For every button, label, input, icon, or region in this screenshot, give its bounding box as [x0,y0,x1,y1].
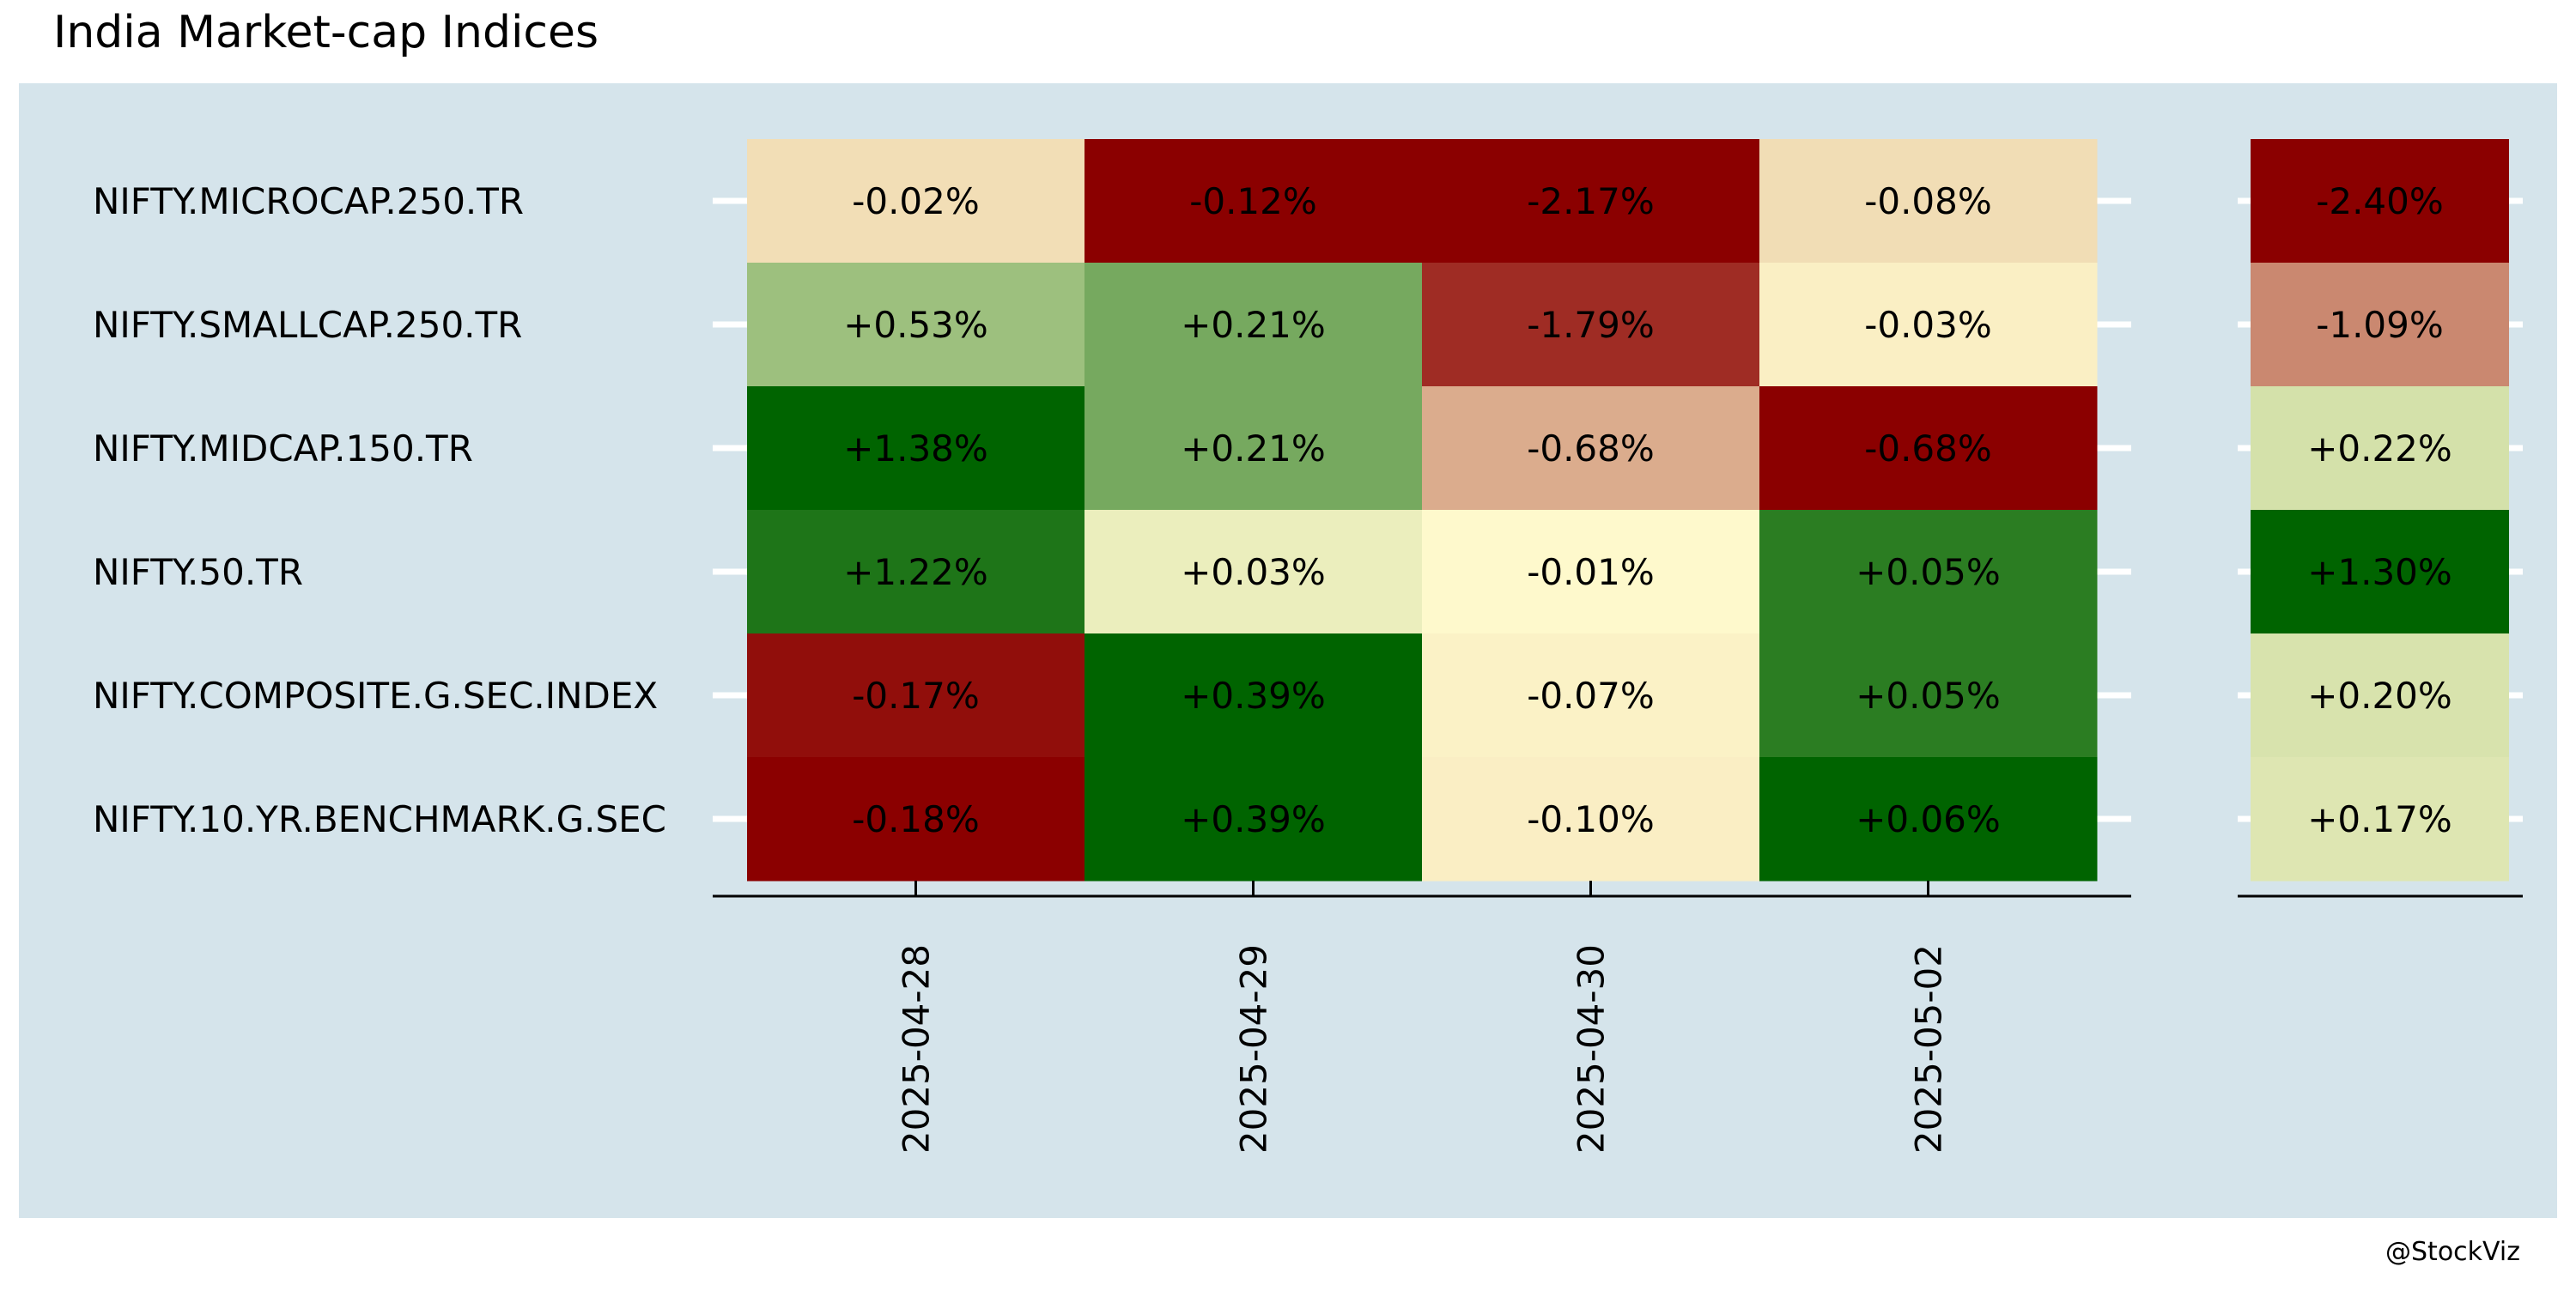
heatmap-cell [747,139,1085,264]
x-tick-label: 2025-04-28 [896,944,938,1154]
heatmap-cell [1422,263,1760,387]
heatmap-cell [1084,757,1423,882]
heatmap-cell [1084,386,1423,511]
cell-value-label: +0.21% [1181,427,1326,470]
heatmap-cell [1422,386,1760,511]
cell-value-label: -0.12% [1189,180,1317,222]
total-cell [2251,633,2509,758]
heatmap-cell [747,757,1085,882]
heatmap-cell [1084,139,1423,264]
total-cell [2251,386,2509,511]
cell-value-label: -0.68% [1527,427,1655,470]
cell-value-label: +0.05% [1856,551,2001,593]
heatmap-cell [1759,510,2098,634]
heatmap-cell [1084,263,1423,387]
cell-value-label: +0.53% [843,304,988,346]
cell-value-label: +1.22% [843,551,988,593]
cell-value-label: +0.06% [1856,798,2001,840]
row-label: NIFTY.COMPOSITE.G.SEC.INDEX [93,675,658,717]
cell-value-label: -0.01% [1527,551,1655,593]
cell-value-label: +1.38% [843,427,988,470]
heatmap-cell [747,386,1085,511]
row-label: NIFTY.MIDCAP.150.TR [93,427,473,470]
chart-credit: @StockViz [2385,1237,2520,1267]
total-cell [2251,757,2509,882]
x-tick-label: 2025-04-30 [1571,944,1613,1154]
cell-value-label: -0.18% [852,798,980,840]
total-value-label: +0.22% [2307,427,2452,470]
heatmap-cell [1422,633,1760,758]
row-label: NIFTY.50.TR [93,551,303,593]
total-value-label: +0.20% [2307,675,2452,717]
cell-value-label: +0.21% [1181,304,1326,346]
heatmap-cell [1759,263,2098,387]
heatmap-cell [1759,386,2098,511]
heatmap-cell [1759,633,2098,758]
total-value-label: -1.09% [2316,304,2444,346]
heatmap-cell [1759,139,2098,264]
heatmap-cell [1422,139,1760,264]
row-label: NIFTY.10.YR.BENCHMARK.G.SEC [93,798,666,840]
heatmap-cell [1084,510,1423,634]
cell-value-label: -0.17% [852,675,980,717]
cell-value-label: -0.10% [1527,798,1655,840]
heatmap-cell [1422,757,1760,882]
cell-value-label: +0.39% [1181,675,1326,717]
heatmap-cell [747,633,1085,758]
cell-value-label: -1.79% [1527,304,1655,346]
x-tick-label: 2025-05-02 [1908,944,1950,1154]
row-label: NIFTY.SMALLCAP.250.TR [93,304,522,346]
cell-value-label: +0.03% [1181,551,1326,593]
total-value-label: +0.17% [2307,798,2452,840]
total-value-label: +1.30% [2307,551,2452,593]
cell-value-label: -0.08% [1864,180,1992,222]
x-tick-label: 2025-04-29 [1233,944,1275,1154]
cell-value-label: -0.68% [1864,427,1992,470]
heatmap-cell [747,510,1085,634]
total-cell [2251,510,2509,634]
cell-value-label: -0.03% [1864,304,1992,346]
cell-value-label: +0.39% [1181,798,1326,840]
row-label: NIFTY.MICROCAP.250.TR [93,180,524,222]
heatmap-cell [1422,510,1760,634]
cell-value-label: -0.07% [1527,675,1655,717]
total-cell [2251,139,2509,264]
total-cell [2251,263,2509,387]
heatmap-cell [747,263,1085,387]
cell-value-label: -0.02% [852,180,980,222]
heatmap-cell [1759,757,2098,882]
total-value-label: -2.40% [2316,180,2444,222]
cell-value-label: -2.17% [1527,180,1655,222]
cell-value-label: +0.05% [1856,675,2001,717]
heatmap-cell [1084,633,1423,758]
chart-title: India Market-cap Indices [53,7,598,58]
